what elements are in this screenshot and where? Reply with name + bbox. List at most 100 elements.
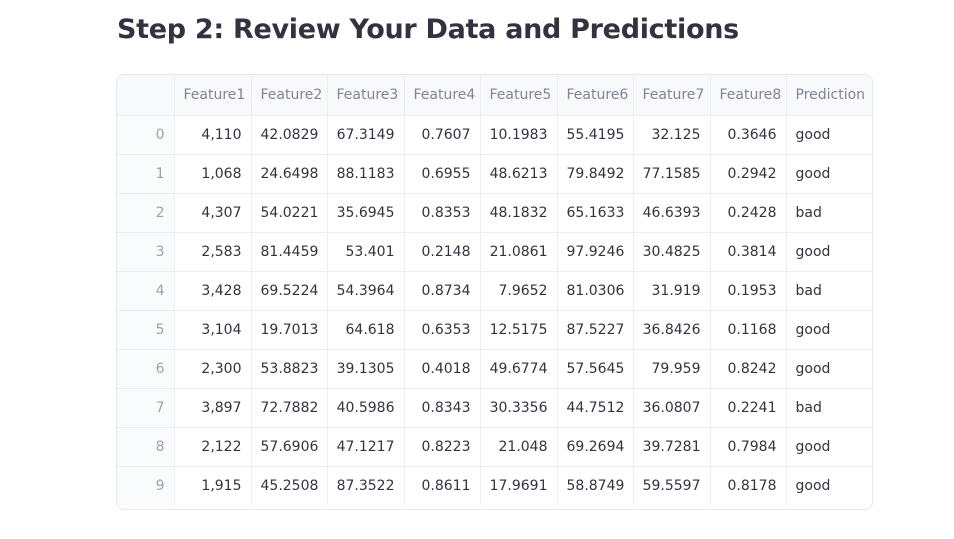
cell-feature5[interactable]: 48.1832: [480, 193, 558, 233]
cell-feature4[interactable]: 0.6955: [404, 154, 481, 194]
row-index[interactable]: 1: [117, 154, 175, 194]
cell-feature3[interactable]: 67.3149: [327, 115, 405, 155]
cell-feature8[interactable]: 0.2428: [710, 193, 787, 233]
cell-feature6[interactable]: 65.1633: [557, 193, 634, 233]
row-index[interactable]: 0: [117, 115, 175, 155]
cell-feature8[interactable]: 0.2942: [710, 154, 787, 194]
cell-prediction[interactable]: good: [786, 349, 872, 389]
cell-feature3[interactable]: 87.3522: [327, 466, 405, 505]
column-header-feature1[interactable]: Feature1: [174, 75, 252, 116]
column-header-feature8[interactable]: Feature8: [710, 75, 787, 116]
cell-feature3[interactable]: 54.3964: [327, 271, 405, 311]
row-index[interactable]: 6: [117, 349, 175, 389]
cell-feature7[interactable]: 77.1585: [633, 154, 711, 194]
column-header-feature6[interactable]: Feature6: [557, 75, 634, 116]
cell-feature3[interactable]: 64.618: [327, 310, 405, 350]
row-index[interactable]: 2: [117, 193, 175, 233]
cell-feature3[interactable]: 88.1183: [327, 154, 405, 194]
cell-feature4[interactable]: 0.2148: [404, 232, 481, 272]
row-index[interactable]: 9: [117, 466, 175, 505]
cell-feature2[interactable]: 54.0221: [251, 193, 328, 233]
cell-feature7[interactable]: 59.5597: [633, 466, 711, 505]
cell-feature8[interactable]: 0.1953: [710, 271, 787, 311]
cell-feature1[interactable]: 3,897: [174, 388, 252, 428]
cell-prediction[interactable]: good: [795, 477, 831, 494]
cell-feature6[interactable]: 44.7512: [557, 388, 634, 428]
cell-prediction[interactable]: good: [786, 232, 872, 272]
cell-feature5[interactable]: 10.1983: [480, 115, 558, 155]
cell-feature3[interactable]: 35.6945: [327, 193, 405, 233]
cell-prediction[interactable]: good: [786, 115, 872, 155]
cell-feature8[interactable]: 0.2241: [710, 388, 787, 428]
cell-feature4[interactable]: 0.8353: [404, 193, 481, 233]
cell-feature1[interactable]: 2,583: [174, 232, 252, 272]
row-index[interactable]: 4: [117, 271, 175, 311]
cell-feature2[interactable]: 81.4459: [251, 232, 328, 272]
cell-feature8[interactable]: 0.1168: [710, 310, 787, 350]
cell-feature5[interactable]: 48.6213: [480, 154, 558, 194]
cell-feature3[interactable]: 40.5986: [327, 388, 405, 428]
column-header-prediction[interactable]: Prediction: [786, 75, 872, 116]
cell-feature4[interactable]: 0.7607: [404, 115, 481, 155]
cell-feature4[interactable]: 0.6353: [404, 310, 481, 350]
cell-feature8[interactable]: 0.3646: [710, 115, 787, 155]
cell-feature6[interactable]: 81.0306: [557, 271, 634, 311]
cell-feature3[interactable]: 53.401: [327, 232, 405, 272]
cell-feature8[interactable]: 0.3814: [710, 232, 787, 272]
cell-feature2[interactable]: 42.0829: [251, 115, 328, 155]
cell-feature7[interactable]: 30.4825: [633, 232, 711, 272]
cell-feature6[interactable]: 79.8492: [557, 154, 634, 194]
cell-feature1[interactable]: 1,915: [174, 466, 252, 505]
cell-feature2[interactable]: 72.7882: [251, 388, 328, 428]
cell-feature6[interactable]: 58.8749: [557, 466, 634, 505]
cell-feature4[interactable]: 0.8343: [404, 388, 481, 428]
row-index[interactable]: 8: [117, 427, 175, 467]
cell-feature2[interactable]: 57.6906: [251, 427, 328, 467]
row-index[interactable]: 7: [117, 388, 175, 428]
row-index[interactable]: 3: [117, 232, 175, 272]
cell-feature5[interactable]: 12.5175: [480, 310, 558, 350]
cell-feature3[interactable]: 39.1305: [327, 349, 405, 389]
cell-feature1[interactable]: 4,307: [174, 193, 252, 233]
cell-prediction[interactable]: good: [786, 154, 872, 194]
cell-feature1[interactable]: 3,428: [174, 271, 252, 311]
cell-feature6[interactable]: 55.4195: [557, 115, 634, 155]
column-header-feature7[interactable]: Feature7: [633, 75, 711, 116]
cell-feature5[interactable]: 7.9652: [480, 271, 558, 311]
cell-feature5[interactable]: 30.3356: [480, 388, 558, 428]
cell-feature7[interactable]: 39.7281: [633, 427, 711, 467]
cell-prediction[interactable]: bad: [786, 388, 872, 428]
cell-feature7[interactable]: 36.8426: [633, 310, 711, 350]
cell-feature7[interactable]: 79.959: [633, 349, 711, 389]
cell-feature7[interactable]: 32.125: [633, 115, 711, 155]
column-header-feature3[interactable]: Feature3: [327, 75, 405, 116]
cell-feature7[interactable]: 46.6393: [633, 193, 711, 233]
cell-feature5[interactable]: 49.6774: [480, 349, 558, 389]
row-index[interactable]: 5: [117, 310, 175, 350]
cell-feature8[interactable]: 0.8178: [710, 466, 787, 505]
cell-feature1[interactable]: 2,300: [174, 349, 252, 389]
cell-feature5[interactable]: 21.0861: [480, 232, 558, 272]
cell-feature2[interactable]: 19.7013: [251, 310, 328, 350]
cell-feature6[interactable]: 97.9246: [557, 232, 634, 272]
cell-feature4[interactable]: 0.8734: [404, 271, 481, 311]
cell-feature2[interactable]: 24.6498: [251, 154, 328, 194]
cell-feature2[interactable]: 53.8823: [251, 349, 328, 389]
index-header[interactable]: [117, 75, 175, 116]
cell-prediction[interactable]: good: [786, 427, 872, 467]
cell-feature3[interactable]: 47.1217: [327, 427, 405, 467]
cell-feature5[interactable]: 17.9691: [480, 466, 558, 505]
cell-feature6[interactable]: 69.2694: [557, 427, 634, 467]
cell-feature1[interactable]: 4,110: [174, 115, 252, 155]
cell-prediction[interactable]: bad: [786, 271, 872, 311]
cell-feature1[interactable]: 1,068: [174, 154, 252, 194]
cell-feature5[interactable]: 21.048: [480, 427, 558, 467]
cell-feature8[interactable]: 0.7984: [710, 427, 787, 467]
cell-feature4[interactable]: 0.8611: [404, 466, 481, 505]
cell-prediction[interactable]: good: [786, 310, 872, 350]
cell-prediction[interactable]: bad: [786, 193, 872, 233]
cell-feature4[interactable]: 0.4018: [404, 349, 481, 389]
cell-feature7[interactable]: 31.919: [633, 271, 711, 311]
cell-feature6[interactable]: 57.5645: [557, 349, 634, 389]
data-grid[interactable]: Feature1 Feature2 Feature3 Feature4 Feat…: [116, 74, 873, 510]
